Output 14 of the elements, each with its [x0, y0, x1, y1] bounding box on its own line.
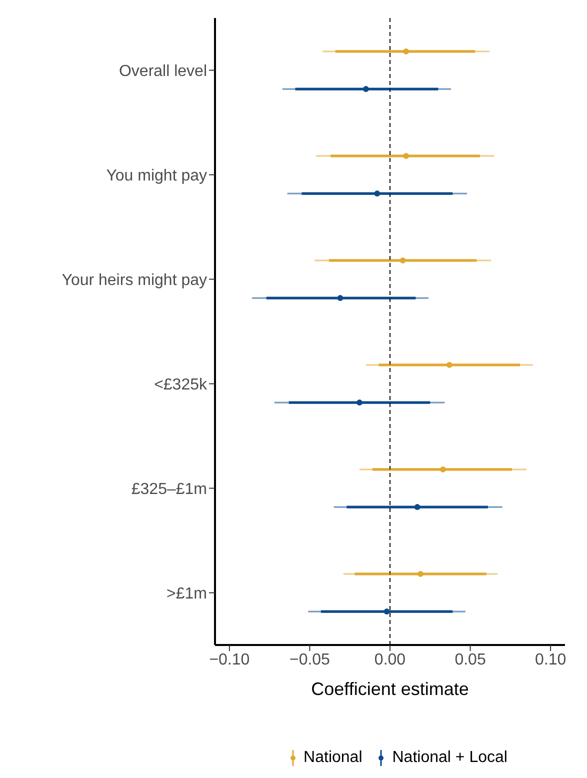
- x-tick-label: 0.00: [374, 651, 406, 668]
- x-tick-label: 0.10: [534, 651, 566, 668]
- y-tick-label: You might pay: [106, 167, 207, 184]
- y-tick-label: <£325k: [154, 376, 208, 394]
- x-tick-label: −0.05: [289, 651, 330, 668]
- y-tick-label: Your heirs might pay: [62, 272, 207, 289]
- legend-label: National + Local: [392, 749, 508, 767]
- x-tick-label: −0.10: [209, 651, 250, 668]
- x-tick-label: 0.05: [454, 651, 486, 668]
- y-tick-label: Overall level: [118, 62, 207, 80]
- y-tick-label: >£1m: [166, 585, 207, 602]
- y-tick-label: £325–£1m: [131, 480, 207, 498]
- legend-label: National: [304, 749, 362, 767]
- x-axis-title: Coefficient estimate: [311, 679, 469, 699]
